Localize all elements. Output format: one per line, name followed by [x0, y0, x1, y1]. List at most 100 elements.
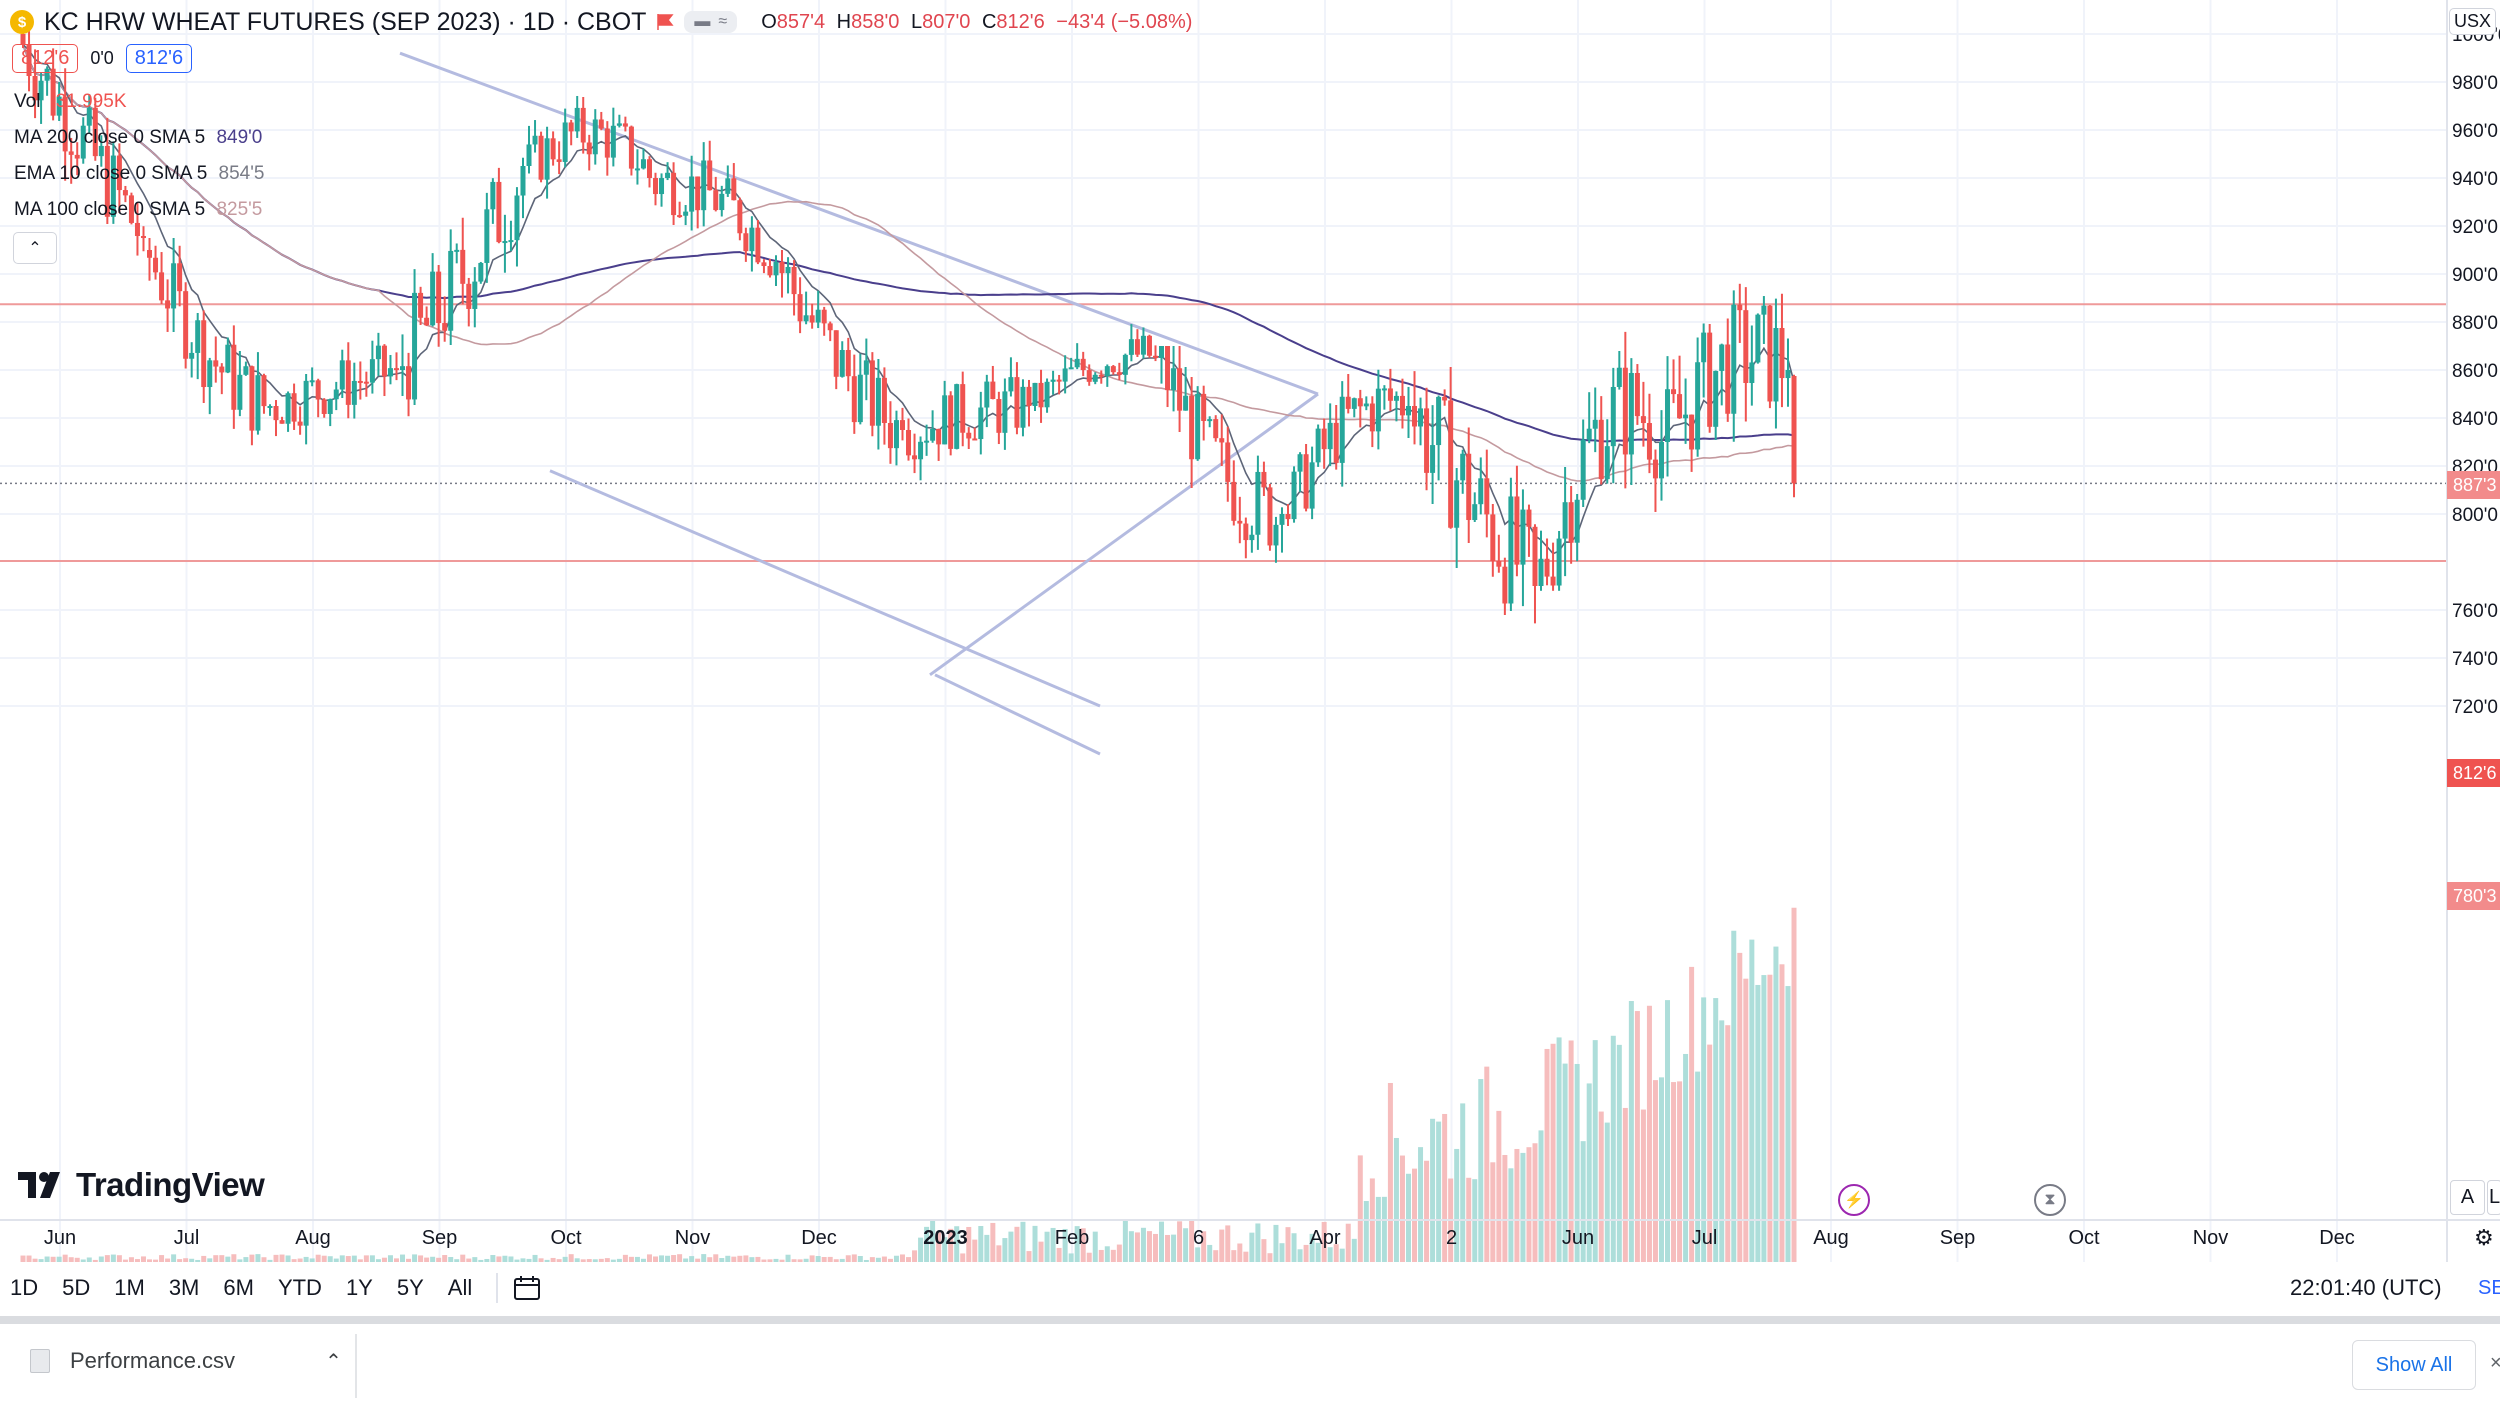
candle-body — [1574, 499, 1580, 543]
candle-body — [1393, 395, 1399, 401]
compare-toggle[interactable]: ▬ ≈ — [684, 11, 738, 33]
volume-bar — [785, 1254, 791, 1262]
close-icon[interactable]: × — [2490, 1352, 2500, 1374]
candle-body — [1020, 386, 1026, 428]
legend-ema10[interactable]: EMA 10 close 0 SMA 5 854'5 — [14, 163, 265, 184]
volume-bar — [827, 1256, 833, 1262]
candle-body — [653, 178, 659, 195]
time-tick-label: Jun — [1562, 1227, 1594, 1249]
volume-bar — [1056, 1247, 1062, 1262]
candle-body — [568, 122, 574, 132]
legend-ma200[interactable]: MA 200 close 0 SMA 5 849'0 — [14, 127, 263, 148]
volume-bar — [1665, 1000, 1671, 1262]
range-1d-button[interactable]: 1D — [10, 1275, 39, 1300]
ask-button[interactable]: 812'6 — [125, 44, 193, 73]
candle-body — [1345, 396, 1351, 409]
candle-body — [1484, 478, 1490, 515]
candle-body — [1134, 339, 1140, 355]
volume-bar — [1683, 1053, 1689, 1262]
trendline — [934, 673, 1101, 756]
volume-bar — [387, 1255, 393, 1262]
candle-body — [520, 166, 526, 196]
candle-body — [616, 123, 622, 126]
candle-body — [924, 440, 930, 443]
candle-body — [580, 107, 586, 143]
chevron-up-icon[interactable]: ⌃ — [325, 1350, 342, 1373]
candle-body — [1219, 438, 1225, 443]
candle-body — [1255, 471, 1261, 535]
settings-gear-icon[interactable]: ⚙ — [2474, 1225, 2494, 1250]
range-1m-button[interactable]: 1M — [114, 1275, 145, 1300]
symbol-title[interactable]: KC HRW WHEAT FUTURES (SEP 2023) · 1D · C… — [44, 7, 647, 36]
calendar-range-icon[interactable] — [512, 1273, 542, 1303]
legend-ma100[interactable]: MA 100 close 0 SMA 5 825'5 — [14, 199, 263, 220]
candle-body — [1773, 328, 1779, 402]
price-chart[interactable]: 1000'0980'0960'0940'0920'0900'0880'0860'… — [0, 0, 2500, 1262]
candle-body — [74, 154, 80, 159]
range-5y-button[interactable]: 5Y — [396, 1275, 424, 1300]
show-all-button[interactable]: Show All — [2352, 1340, 2476, 1390]
volume-bar — [893, 1255, 899, 1262]
candle-body — [918, 441, 924, 460]
range-3m-button[interactable]: 3M — [168, 1275, 200, 1300]
candle-body — [1002, 391, 1008, 433]
candle-body — [508, 240, 514, 243]
candle-body — [98, 145, 104, 157]
candle-body — [26, 44, 32, 77]
volume-bar — [1255, 1223, 1261, 1262]
candle-body — [954, 384, 960, 449]
flag-icon[interactable] — [656, 13, 674, 31]
volume-bar — [924, 1226, 930, 1262]
range-all-button[interactable]: All — [447, 1275, 473, 1300]
candle-body — [1761, 305, 1767, 315]
utc-clock[interactable]: 22:01:40 (UTC) — [2290, 1275, 2442, 1300]
volume-bar — [1779, 964, 1785, 1262]
candle-body — [1562, 502, 1568, 539]
session-button[interactable]: SE — [2478, 1276, 2500, 1299]
range-5d-button[interactable]: 5D — [62, 1275, 91, 1300]
volume-bar — [532, 1254, 538, 1262]
trendline — [399, 51, 1319, 396]
auto-scale-button[interactable]: A — [2450, 1180, 2485, 1215]
legend-volume[interactable]: Vol 31.995K — [14, 91, 127, 112]
log-scale-button[interactable]: L — [2487, 1180, 2500, 1215]
candle-body — [809, 315, 815, 323]
volume-bar — [984, 1234, 990, 1262]
time-axis: Jun Jul Aug Sep Oct Nov Dec 2023 Feb 6 Apr 2 Jun Jul A… — [0, 1219, 2500, 1249]
volume-bar — [761, 1259, 767, 1262]
volume-bar — [779, 1259, 785, 1262]
currency-label[interactable]: USX — [2449, 8, 2497, 35]
volume-bar — [44, 1256, 50, 1262]
bid-button[interactable]: 812'6 — [12, 44, 79, 73]
collapse-legend-button[interactable]: ⌃ — [13, 232, 57, 264]
candle-body — [309, 380, 315, 383]
time-tick-label: Jul — [174, 1227, 200, 1249]
range-1y-button[interactable]: 1Y — [345, 1275, 373, 1300]
time-tick-label: Feb — [1055, 1227, 1089, 1249]
volume-bar — [1195, 1247, 1201, 1262]
range-ytd-button[interactable]: YTD — [277, 1275, 322, 1300]
volume-bar — [177, 1259, 183, 1262]
volume-bar — [640, 1258, 646, 1262]
candle-body — [731, 178, 737, 201]
volume-bar — [1165, 1234, 1171, 1262]
candle-body — [1436, 396, 1442, 446]
volume-bar — [568, 1254, 574, 1262]
volume-bar — [436, 1257, 442, 1262]
lightning-icon[interactable]: ⚡ — [1838, 1184, 1870, 1216]
range-6m-button[interactable]: 6M — [223, 1275, 254, 1300]
download-file-name[interactable]: Performance.csv — [70, 1348, 236, 1373]
candle-body — [1701, 332, 1707, 363]
download-item[interactable]: Performance.csv ⌃ — [30, 1348, 342, 1374]
candle-body — [1062, 368, 1068, 382]
candle-body — [1695, 362, 1701, 450]
hourglass-icon[interactable]: ⧗ — [2034, 1184, 2066, 1216]
volume-bar — [1652, 1080, 1658, 1262]
candle-body — [851, 376, 857, 423]
volume-bar — [707, 1257, 713, 1262]
volume-bar — [1767, 974, 1773, 1262]
volume-bar — [719, 1258, 725, 1262]
candle-body — [833, 330, 839, 377]
file-icon — [30, 1349, 50, 1373]
volume-bar — [1689, 966, 1695, 1262]
